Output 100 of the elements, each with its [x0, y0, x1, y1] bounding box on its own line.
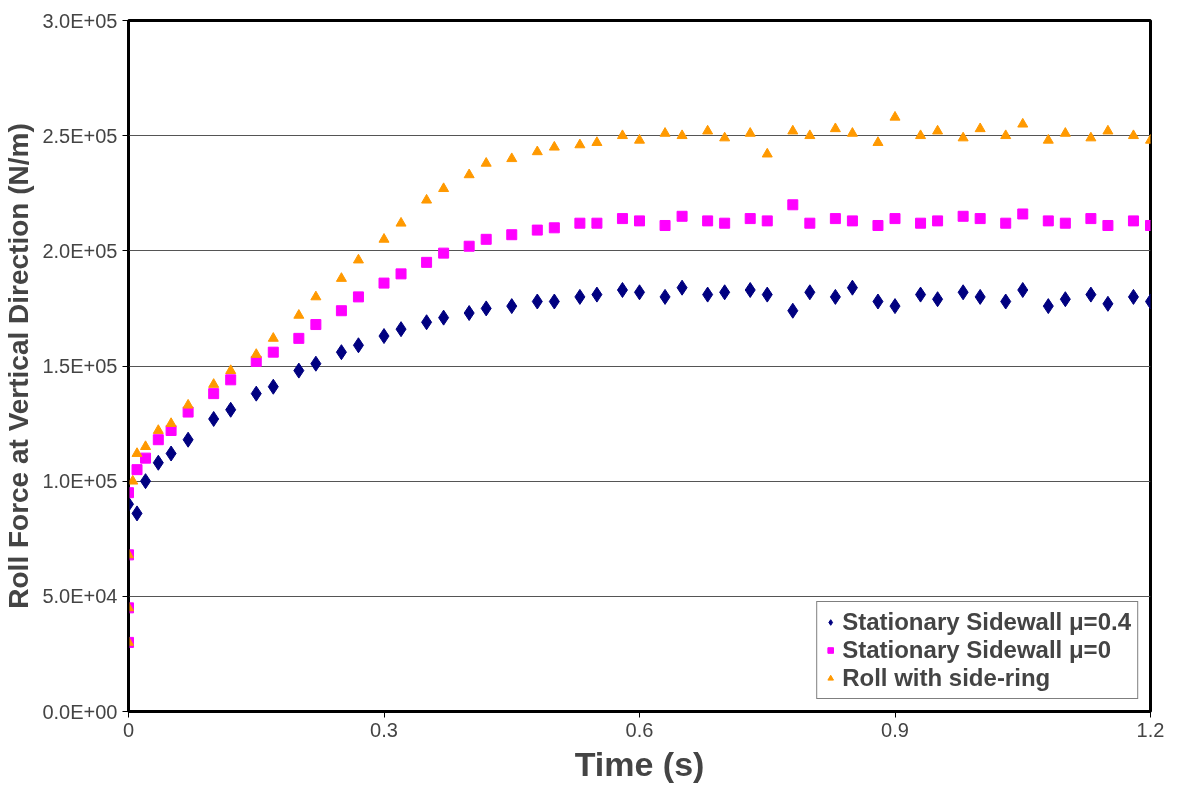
point [872, 220, 884, 231]
point [335, 305, 347, 317]
y-axis-title: Roll Force at Vertical Direction (N/m) [3, 123, 35, 609]
point [1102, 295, 1114, 312]
point [310, 355, 322, 372]
point [378, 233, 390, 243]
point [335, 272, 347, 282]
point [395, 216, 407, 227]
point [889, 298, 901, 315]
point [152, 454, 164, 471]
point [225, 401, 237, 418]
point [480, 233, 492, 245]
point [438, 309, 450, 326]
x-tick-label: 1.2 [1136, 718, 1165, 741]
point [1059, 127, 1071, 137]
point [829, 122, 841, 133]
point [531, 224, 543, 236]
point [463, 168, 475, 179]
point [932, 124, 944, 135]
point [225, 374, 237, 386]
point [889, 213, 901, 225]
point [267, 346, 279, 358]
point [165, 417, 177, 427]
point [915, 129, 927, 140]
point [1017, 281, 1029, 298]
point [506, 152, 518, 163]
point [421, 314, 433, 331]
point [932, 291, 944, 308]
point [1127, 288, 1139, 305]
point [506, 298, 518, 315]
point [846, 127, 858, 137]
point [267, 378, 279, 395]
y-tick-label: 2.5E+05 [42, 124, 118, 147]
point [506, 229, 518, 241]
point [1017, 208, 1029, 220]
x-tick-label: 0.6 [625, 718, 654, 741]
point [1085, 213, 1097, 225]
point [591, 217, 603, 229]
point [480, 300, 492, 317]
point [438, 247, 450, 259]
point [957, 210, 969, 222]
point [378, 328, 390, 345]
point [165, 445, 177, 462]
point [702, 286, 714, 303]
point [634, 215, 645, 227]
point [574, 138, 586, 149]
point [634, 134, 645, 144]
point [591, 136, 603, 146]
point [421, 256, 433, 268]
point [438, 182, 450, 193]
point [1000, 129, 1012, 140]
point [1085, 131, 1097, 142]
point [659, 127, 671, 137]
y-tick-label: 0.0E+00 [42, 700, 118, 723]
point [1102, 124, 1114, 135]
point [531, 145, 543, 156]
point [1042, 215, 1054, 227]
point [131, 447, 143, 457]
point [872, 293, 884, 310]
point [310, 319, 322, 331]
point [804, 129, 816, 140]
point [616, 281, 628, 298]
point [1102, 220, 1114, 231]
point [1059, 217, 1071, 229]
point [1127, 129, 1139, 140]
x-tick-label: 0.9 [881, 718, 909, 741]
y-tick-label: 2.0E+05 [42, 239, 118, 262]
legend-label: Roll with side-ring [842, 664, 1051, 692]
point [352, 337, 364, 354]
point [140, 440, 152, 450]
point [659, 220, 671, 231]
point [352, 253, 364, 264]
x-axis-title: Time (s) [574, 744, 705, 783]
point [182, 398, 194, 409]
y-tick-label: 5.0E+04 [42, 585, 118, 608]
point [744, 127, 756, 137]
point [889, 110, 901, 121]
x-tick-label: 0 [122, 718, 135, 741]
point [548, 293, 560, 310]
point [872, 136, 884, 146]
point [676, 129, 688, 140]
point [574, 288, 586, 305]
point [1017, 117, 1029, 128]
point [761, 147, 773, 158]
point [352, 291, 364, 303]
point [974, 122, 986, 133]
point [974, 213, 986, 225]
point [719, 131, 731, 142]
y-tick-label: 1.0E+05 [42, 470, 118, 493]
point [787, 302, 799, 319]
point [702, 124, 714, 135]
point [676, 210, 688, 222]
point [1059, 291, 1071, 308]
point [616, 213, 628, 225]
point [128, 474, 139, 485]
point [957, 284, 969, 301]
x-tick-label: 0.3 [370, 718, 398, 741]
point [421, 193, 433, 204]
point [395, 321, 407, 338]
point [548, 222, 560, 234]
